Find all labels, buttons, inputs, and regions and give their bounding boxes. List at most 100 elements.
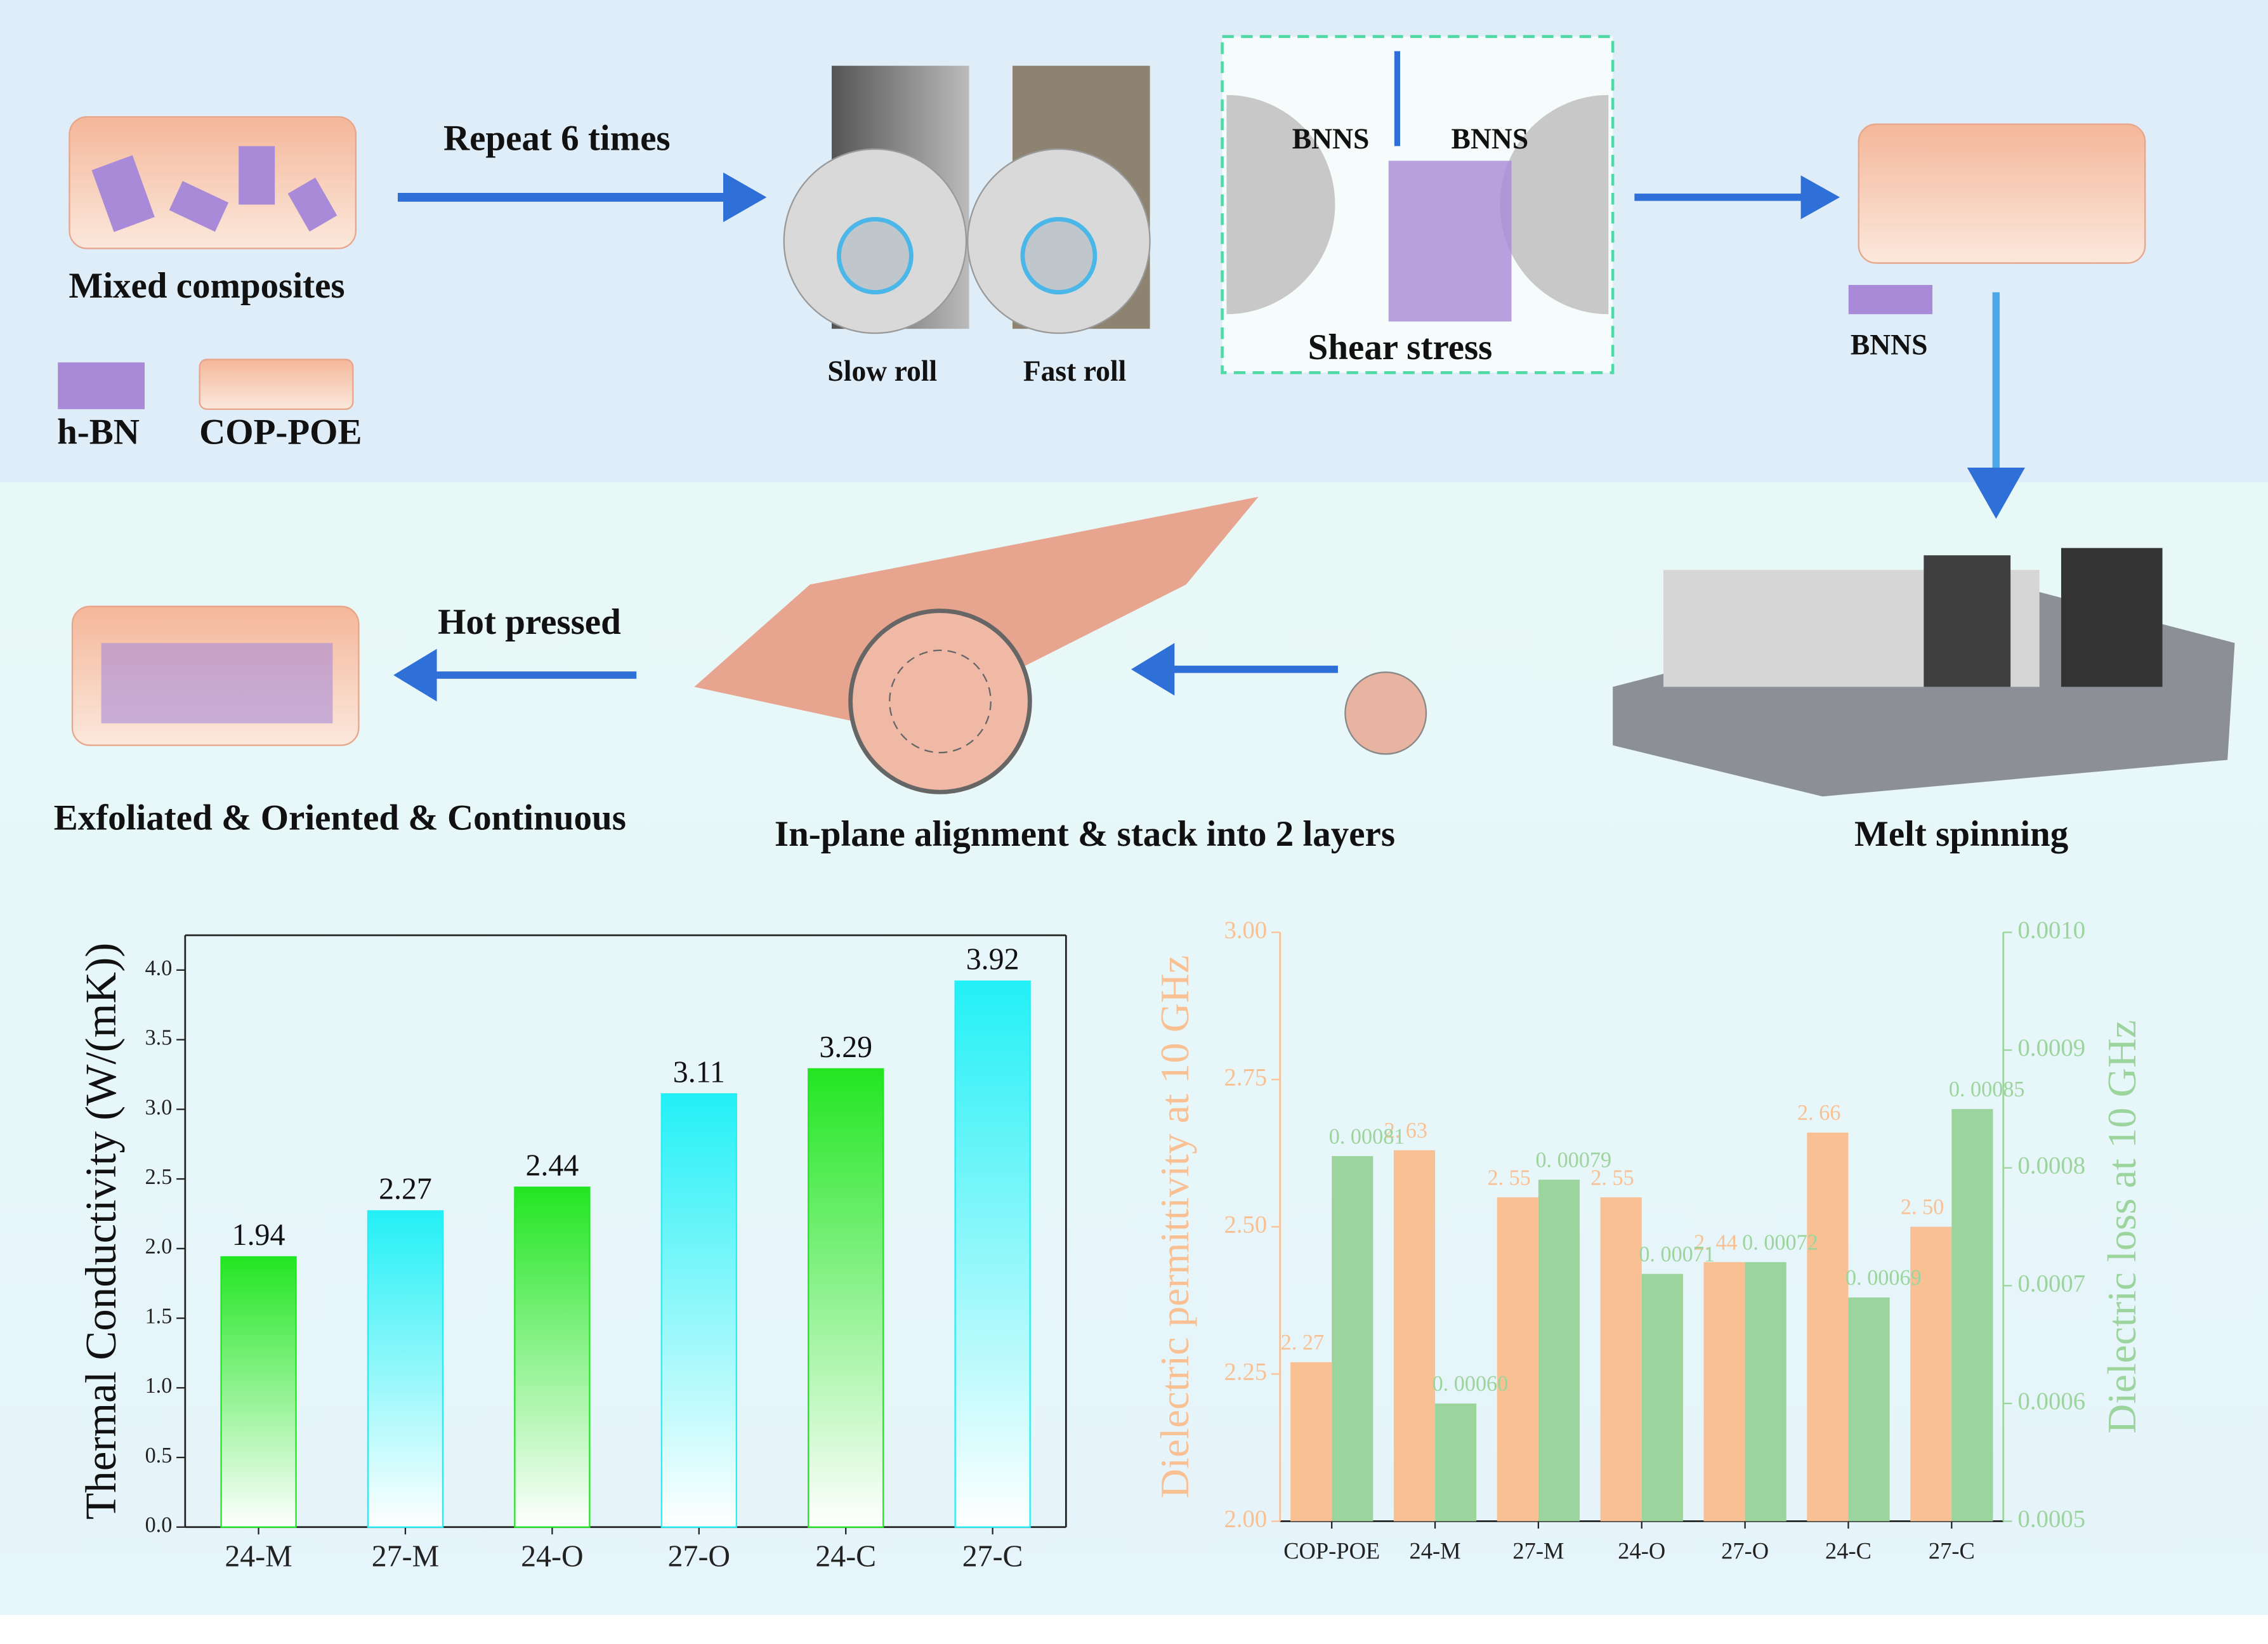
label: Repeat 6 times — [443, 118, 671, 158]
value-label: 2.27 — [379, 1172, 432, 1206]
roll-section — [1500, 95, 1609, 315]
roll-axle — [836, 217, 914, 295]
aligned-flakes — [101, 643, 333, 724]
bar — [808, 1068, 884, 1528]
y-axis-title: Dielectric permittivity at 10 GHz — [1152, 956, 1197, 1499]
y2-tick-label: 0.0005 — [2018, 1505, 2086, 1532]
bar — [1745, 1262, 1786, 1522]
value-label: 0. 00071 — [1639, 1242, 1715, 1266]
fiber-roll — [848, 608, 1032, 794]
machine-motor — [2061, 548, 2163, 687]
x-tick-label: 24-M — [225, 1539, 292, 1573]
arrow-head — [393, 648, 437, 702]
value-label: 2. 66 — [1797, 1101, 1840, 1125]
x-tick-label: 27-C — [1929, 1537, 1975, 1563]
y-tick-label: 2.00 — [1224, 1505, 1267, 1532]
x-tick-label: 27-M — [372, 1539, 439, 1573]
y-tick-label: 0.5 — [145, 1443, 173, 1468]
label: Shear stress — [1308, 327, 1493, 367]
value-label: 2. 44 — [1694, 1230, 1737, 1254]
bar — [1641, 1273, 1683, 1522]
fiber-sheet — [694, 497, 1259, 731]
bar — [1393, 1150, 1436, 1522]
label: Mixed composites — [69, 266, 344, 306]
bar — [954, 980, 1031, 1528]
value-label: 3.92 — [966, 942, 1019, 976]
x-tick-label: 27-C — [962, 1539, 1023, 1573]
roll-section — [1226, 95, 1335, 315]
y-axis-title: Thermal Conductivity (W/(mK)) — [77, 943, 125, 1520]
bar — [220, 1256, 297, 1528]
y2-tick-label: 0.0007 — [2018, 1270, 2086, 1297]
y-tick-label: 2.25 — [1224, 1358, 1267, 1385]
bar — [1951, 1108, 1993, 1522]
bar — [367, 1210, 444, 1528]
arrow-head — [1131, 643, 1175, 696]
value-label: 2. 27 — [1281, 1331, 1324, 1355]
label: BNNS — [1452, 122, 1529, 155]
label: Fast roll — [1023, 355, 1127, 387]
label: Slow roll — [827, 355, 937, 387]
roll-axle — [1020, 217, 1098, 295]
bar — [1332, 1156, 1373, 1522]
spool — [1344, 671, 1427, 755]
x-tick-label: 24-C — [815, 1539, 876, 1573]
value-label: 3.29 — [819, 1030, 872, 1064]
bar — [1538, 1180, 1580, 1522]
x-tick-label: 24-O — [1618, 1537, 1665, 1563]
bnns-icon — [1848, 285, 1933, 315]
y-tick-label: 3.5 — [145, 1025, 173, 1049]
x-tick-label: 24-M — [1410, 1537, 1461, 1563]
x-tick-label: COP-POE — [1283, 1537, 1380, 1563]
bar — [1435, 1403, 1477, 1522]
y-tick-label: 3.0 — [145, 1095, 173, 1119]
y-tick-label: 2.50 — [1224, 1211, 1267, 1238]
y2-tick-label: 0.0010 — [2018, 916, 2086, 944]
y-tick-label: 2.75 — [1224, 1063, 1267, 1091]
bar — [1910, 1226, 1952, 1522]
value-label: 2. 63 — [1384, 1119, 1427, 1143]
bar — [1807, 1132, 1849, 1522]
bar — [1290, 1362, 1332, 1522]
bar — [660, 1093, 737, 1528]
y2-tick-label: 0.0006 — [2018, 1388, 2086, 1415]
machine-motor — [1924, 555, 2011, 687]
x-tick-label: 27-O — [668, 1539, 730, 1573]
value-label: 0. 00072 — [1742, 1230, 1818, 1254]
value-label: 0. 00079 — [1535, 1148, 1611, 1172]
value-label: 2. 55 — [1590, 1166, 1634, 1190]
value-label: 2.44 — [525, 1148, 579, 1182]
bar — [1497, 1197, 1538, 1522]
x-tick-label: 24-O — [521, 1539, 583, 1573]
label: In-plane alignment & stack into 2 layers — [775, 814, 1395, 854]
arrow-head — [1800, 175, 1840, 220]
label: Hot pressed — [438, 602, 621, 642]
arrow-head — [1967, 467, 2025, 519]
value-label: 0. 00081 — [1329, 1124, 1405, 1148]
composite-box — [1858, 123, 2146, 264]
label: BNNS — [1292, 122, 1370, 155]
y-tick-label: 4.0 — [145, 956, 173, 980]
arrow-head — [723, 172, 767, 223]
hbn-icon — [58, 362, 145, 409]
value-label: 2. 50 — [1901, 1195, 1944, 1220]
value-label: 0. 00060 — [1432, 1372, 1509, 1396]
label: BNNS — [1851, 329, 1928, 361]
label: COP-POE — [199, 412, 362, 452]
hbn-flakes — [91, 146, 338, 232]
value-label: 2. 55 — [1487, 1166, 1530, 1190]
value-label: 1.94 — [232, 1218, 285, 1252]
bar — [1600, 1197, 1642, 1522]
bar — [1703, 1262, 1745, 1522]
y2-tick-label: 0.0008 — [2018, 1152, 2086, 1179]
label: Exfoliated & Oriented & Continuous — [54, 798, 626, 838]
bar — [514, 1187, 591, 1528]
y2-tick-label: 0.0009 — [2018, 1034, 2086, 1062]
y-tick-label: 0.0 — [145, 1513, 173, 1537]
value-label: 3.11 — [673, 1055, 725, 1089]
label: Melt spinning — [1854, 814, 2069, 854]
y-tick-label: 2.0 — [145, 1235, 173, 1259]
x-tick-label: 27-O — [1721, 1537, 1769, 1563]
